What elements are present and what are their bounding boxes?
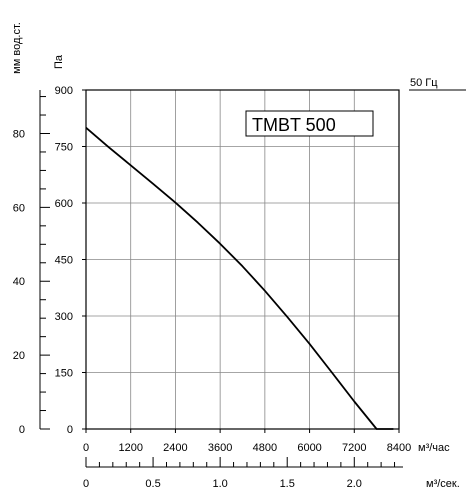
x2-tick-label: 1.0	[212, 478, 227, 490]
pa-tick-label: 150	[55, 368, 73, 380]
x-tick-label: 4800	[253, 442, 277, 454]
mm-tick-label: 60	[13, 202, 25, 214]
pa-tick-label: 600	[55, 198, 73, 210]
x-tick-label: 2400	[163, 442, 187, 454]
mm-axis	[39, 90, 50, 430]
performance-curve	[85, 127, 394, 430]
model-box	[245, 110, 374, 137]
chart-title: TMBT 500	[252, 115, 336, 135]
x2-axis-label: м³/сек.	[426, 478, 460, 490]
x-tick-label: 8400	[387, 442, 411, 454]
pa-tick-label: 750	[55, 142, 73, 154]
x2-tick-label: 0	[83, 478, 89, 490]
mm-tick-label: 80	[13, 128, 25, 140]
x2-tick-labels: 0 0.5 1.0 1.5 2.0	[83, 478, 362, 490]
x-tick-labels: 0 1200 2400 3600 4800 6000 7200 8400	[83, 429, 411, 454]
x-tick-label: 7200	[342, 442, 366, 454]
x2-axis	[85, 457, 403, 468]
pa-tick-label: 900	[55, 85, 73, 97]
x-tick-label: 3600	[208, 442, 232, 454]
pa-tick-labels: 0 150 300 450 600 750 900	[55, 85, 86, 436]
series-layer	[85, 127, 394, 430]
x-tick-label: 1200	[118, 442, 142, 454]
pa-tick-label: 0	[67, 424, 73, 436]
mm-tick-label: 40	[13, 276, 25, 288]
frequency-label: 50 Гц	[410, 77, 438, 89]
y-left-axis-label: мм вод.ст.	[11, 22, 23, 74]
x2-tick-label: 2.0	[347, 478, 362, 490]
pa-tick-label: 300	[55, 311, 73, 323]
x-tick-label: 0	[83, 442, 89, 454]
mm-tick-label: 0	[19, 424, 25, 436]
x-tick-label: 6000	[297, 442, 321, 454]
grid	[86, 90, 399, 429]
mm-tick-label: 20	[13, 350, 25, 362]
x-axis-label: м³/час	[418, 442, 450, 454]
mm-tick-labels: 0 20 40 60 80	[13, 128, 25, 436]
x2-tick-label: 1.5	[280, 478, 295, 490]
y-inner-axis-label: Па	[53, 54, 65, 69]
x2-tick-label: 0.5	[145, 478, 160, 490]
pa-tick-label: 450	[55, 255, 73, 267]
